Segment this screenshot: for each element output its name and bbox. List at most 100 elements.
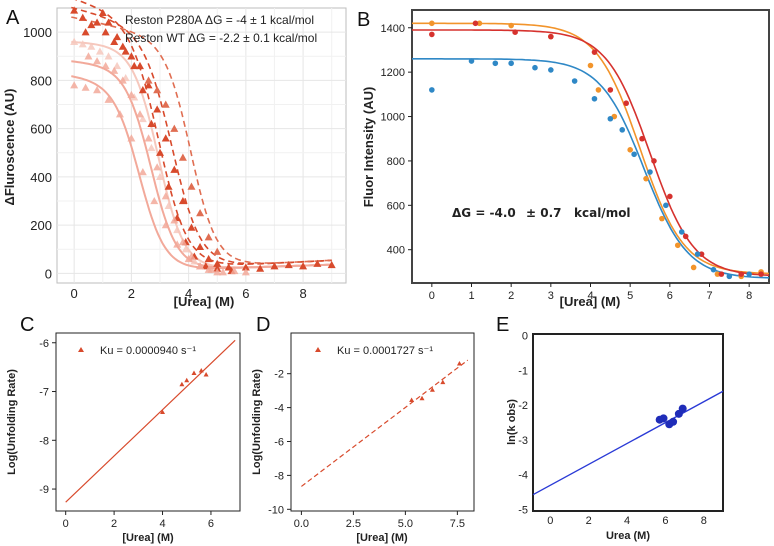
b-xtick-label: 6: [667, 290, 673, 302]
point-a-series2: [187, 182, 196, 190]
point-a-series4: [161, 192, 170, 200]
point-a-series5: [196, 262, 205, 270]
point-a-series0: [256, 264, 265, 272]
point-d: [429, 387, 435, 392]
b-xtick-label: 7: [706, 290, 712, 302]
b-xtick-label: 8: [746, 290, 752, 302]
plot-frame-c: [55, 332, 241, 512]
e-xtick-label: 4: [624, 515, 630, 527]
point-b-series2: [710, 266, 717, 273]
point-a-series1: [127, 52, 136, 60]
point-b-series1: [512, 29, 518, 35]
point-a-series5: [70, 81, 79, 89]
point-a-series4: [153, 163, 162, 171]
point-b-series2: [694, 251, 701, 257]
point-a-series0: [327, 260, 336, 269]
point-a-series0: [87, 20, 96, 29]
point-c: [184, 377, 190, 383]
point-a-series3: [113, 61, 122, 70]
e-ytick-label: -4: [518, 470, 528, 482]
panel-label-a: A: [6, 7, 20, 29]
c-ytick-label: -9: [39, 484, 49, 496]
point-a-series0: [147, 119, 156, 127]
point-a-series0: [213, 264, 222, 272]
e-xtick-label: 2: [586, 515, 592, 527]
panel-label-b: B: [357, 9, 370, 31]
x-axis-label-a: [Urea] (M): [174, 294, 235, 309]
point-b-series1: [639, 135, 645, 142]
point-a-series3: [70, 37, 79, 45]
point-a-series1: [170, 165, 179, 173]
fit-curve-b-0: [412, 22, 770, 275]
point-a-series3: [164, 201, 173, 210]
point-a-series0: [104, 18, 113, 26]
e-ytick-label: -3: [518, 435, 528, 447]
y-axis-label-c: Log(Unfolding Rate): [6, 369, 18, 475]
fit-line-c-segment: [65, 339, 236, 503]
point-b-series1: [718, 271, 725, 277]
plot-frame-a: [56, 7, 347, 284]
chart-panel-e: 0 2 4 6 8 -5 -4 -3 -2 -1 0 Urea (M) ln(k obs): [506, 331, 724, 542]
chart-panel-c: 0 2 4 6 -9 -8 -7 -6 Ku = 0.0000940 s⁻¹ [Urea] (…: [6, 332, 241, 544]
point-a-series2: [196, 209, 205, 217]
point-a-series4: [110, 66, 119, 74]
point-a-series4: [101, 61, 110, 70]
point-a-series3: [87, 42, 96, 50]
ticks-b: 0 1 2 3 4 5 6 7 8 400 600 800 1000 1200 1400: [381, 23, 753, 302]
point-b-series2: [492, 60, 499, 67]
point-b-series0: [595, 87, 602, 93]
d-xtick-label: 5.0: [398, 518, 413, 530]
ticks-e: 0 2 4 6 8 -5 -4 -3 -2 -1 0: [518, 331, 707, 527]
point-b-series1: [698, 251, 705, 257]
point-b-series1: [738, 271, 745, 277]
point-a-series0: [299, 262, 308, 270]
point-a-series1: [93, 18, 102, 26]
point-a-series0: [284, 260, 293, 269]
y-tick-label-a: 0: [45, 266, 52, 281]
point-c: [160, 409, 166, 415]
x-axis-label-e: Urea (M): [606, 530, 650, 542]
y-axis-label-b: Fluor Intensity (AU): [361, 87, 376, 208]
point-b-series1: [667, 193, 673, 200]
point-c: [191, 370, 197, 375]
point-a-series3: [95, 47, 104, 55]
b-ytick-label: 600: [387, 200, 405, 212]
point-a-series0: [270, 262, 279, 270]
point-b-series2: [591, 95, 598, 102]
b-ytick-label: 1000: [381, 112, 405, 124]
point-b-series1: [758, 271, 764, 277]
c-ytick-label: -6: [39, 338, 49, 350]
annotation-p280a: Reston P280A ΔG = -4 ± 1 kcal/mol: [125, 13, 314, 27]
c-xtick-label: 6: [208, 518, 214, 530]
c-xtick-label: 4: [159, 518, 165, 530]
annotation-dg-unit: kcal/mol: [574, 206, 631, 220]
point-b-series1: [472, 20, 479, 27]
point-b-series0: [587, 62, 594, 69]
point-a-series4: [84, 52, 93, 60]
d-xtick-label: 0.0: [294, 518, 309, 530]
annotation-dg-value: ΔG = -4.0: [452, 206, 516, 220]
point-a-series2: [213, 247, 222, 255]
fit-line-c: [65, 339, 236, 503]
point-b-series2: [571, 78, 578, 84]
point-b-series2: [663, 202, 669, 209]
point-b-series1: [591, 49, 598, 55]
e-ytick-label: 0: [522, 331, 528, 343]
point-a-series1: [224, 263, 233, 271]
e-ytick-label: -5: [518, 504, 528, 516]
point-a-series5: [218, 268, 227, 276]
c-ytick-label: -7: [39, 387, 49, 399]
x-tick-label-a: 0: [71, 286, 78, 301]
point-a-series5: [127, 134, 136, 142]
x-axis-label-c: [Urea] (M): [122, 532, 174, 544]
point-a-series0: [113, 32, 122, 41]
point-a-series3: [147, 143, 156, 152]
plot-frame-d: [290, 332, 475, 512]
point-b-series1: [651, 158, 657, 164]
point-a-series0: [121, 47, 130, 55]
point-a-series1: [178, 196, 187, 205]
d-xtick-label: 2.5: [346, 518, 361, 530]
d-ytick-label: -8: [274, 470, 284, 482]
point-a-series1: [110, 37, 119, 45]
point-a-series2: [153, 86, 162, 94]
